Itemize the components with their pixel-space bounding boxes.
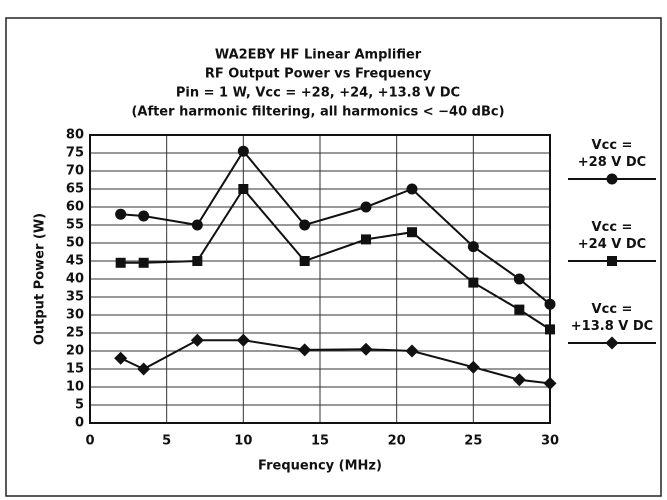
marker [514,304,525,315]
y-tick-label: 25 [66,326,84,341]
marker [467,241,479,253]
y-tick-label: 50 [66,236,84,251]
y-tick-label: 15 [66,362,84,377]
x-axis-label: Frequency (MHz) [258,459,382,474]
x-tick-label: 5 [162,434,171,449]
chart-title: WA2EBY HF Linear Amplifier [215,48,422,63]
marker [359,342,373,356]
marker [544,298,556,310]
marker [405,344,419,358]
y-tick-label: 35 [66,290,84,305]
marker [298,343,312,357]
y-tick-label: 70 [66,164,84,179]
legend-label: Vcc = +24 V DC [578,220,646,252]
marker [543,376,557,390]
chart-title: RF Output Power vs Frequency [205,67,432,82]
legend-label-line: +13.8 V DC [571,319,653,334]
marker [238,184,249,194]
series-line [120,149,551,305]
y-tick-label: 20 [66,344,84,359]
marker [361,234,371,245]
legend-label-line: +28 V DC [578,155,646,170]
legend-label-line: Vcc = [592,220,633,235]
marker [115,257,126,268]
y-tick-label: 30 [66,308,84,323]
y-tick-label: 60 [66,200,84,215]
marker [138,257,149,268]
marker [513,273,525,285]
marker [607,256,617,266]
x-tick-label: 30 [541,434,559,449]
chart-title: Pin = 1 W, Vcc = +28, +24, +13.8 V DC [176,86,460,101]
chart-title: (After harmonic filtering, all harmonics… [131,105,504,120]
marker [190,333,204,347]
y-tick-label: 40 [66,272,84,287]
legend-label-line: Vcc = [592,302,633,317]
x-tick-label: 25 [464,434,482,449]
marker [406,183,418,195]
y-tick-label: 0 [75,416,84,431]
series-line [120,187,551,331]
y-tick-label: 10 [66,380,84,395]
marker [237,145,249,157]
x-tick-label: 0 [85,434,94,449]
y-tick-label: 55 [66,218,84,233]
marker [137,362,151,376]
marker [191,219,203,231]
marker [299,219,311,231]
plot-border [89,134,551,424]
legend-label: Vcc = +13.8 V DC [571,302,653,334]
marker [114,351,128,365]
marker [299,256,310,266]
marker [512,373,526,387]
x-tick-label: 20 [388,434,406,449]
frame [5,17,662,497]
y-tick-label: 80 [66,128,84,143]
legend-label-line: Vcc = [592,138,633,153]
legend-label: Vcc = +28 V DC [578,138,646,170]
x-tick-label: 10 [234,434,252,449]
marker [360,201,372,213]
y-tick-label: 65 [66,182,84,197]
marker [468,277,479,288]
y-tick-label: 5 [75,398,84,413]
x-tick-label: 15 [311,434,329,449]
marker [138,210,150,222]
marker [236,333,250,347]
y-tick-label: 45 [66,254,84,269]
marker [407,227,417,238]
marker [606,173,618,185]
legend-label-line: +24 V DC [578,237,646,252]
marker [466,360,480,374]
y-axis-label: Output Power (W) [33,213,48,345]
y-tick-label: 75 [66,146,84,161]
marker [115,208,127,220]
series-line [120,339,551,385]
marker [545,324,555,335]
marker [605,336,619,350]
marker [192,256,203,266]
